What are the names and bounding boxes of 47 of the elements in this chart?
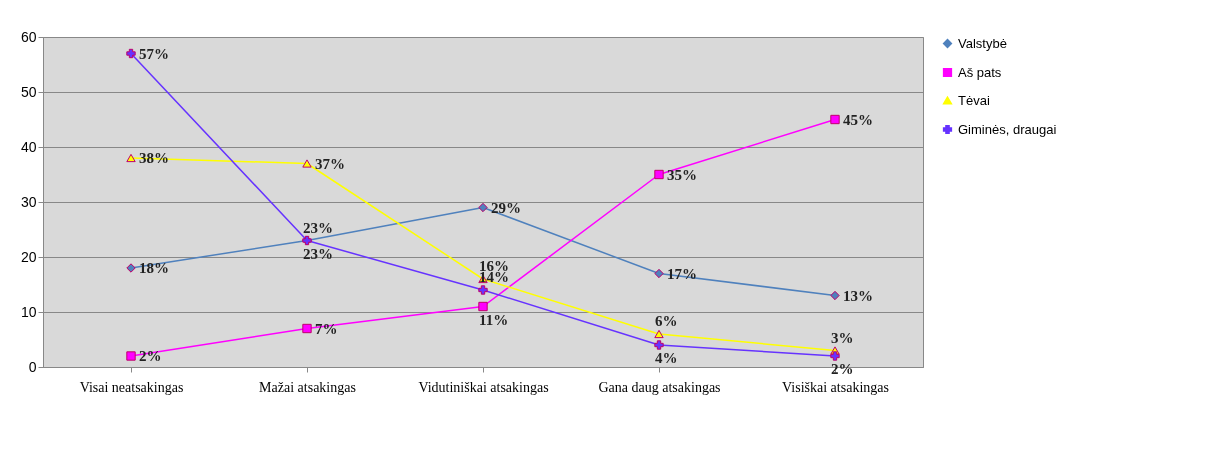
x-tick-label: Gana daug atsakingas	[598, 379, 721, 395]
point	[126, 48, 136, 59]
point	[478, 285, 488, 295]
y-tick-label: 60	[20, 28, 37, 45]
point	[830, 351, 840, 361]
data-label: 3%	[831, 329, 854, 346]
data-label: 29%	[491, 199, 521, 216]
data-label: 13%	[843, 287, 873, 304]
legend-label: Giminės, draugai	[958, 121, 1057, 137]
point	[302, 159, 312, 168]
point	[126, 351, 136, 361]
y-tick-label: 20	[20, 248, 37, 265]
x-tick-label: Mažai atsakingas	[259, 379, 356, 395]
data-label: 37%	[315, 155, 345, 172]
legend-label: Tėvai	[958, 92, 990, 108]
data-label: 11%	[479, 311, 509, 328]
y-tick-label: 0	[28, 358, 37, 375]
point	[478, 301, 488, 312]
data-label: 16%	[479, 258, 509, 274]
data-label: 23%	[303, 219, 333, 236]
y-tick-label: 50	[20, 83, 37, 100]
point	[126, 153, 136, 163]
y-tick-label: 40	[20, 138, 37, 155]
data-label: 23%	[303, 245, 333, 262]
point	[478, 202, 488, 213]
y-tick-label: 30	[20, 193, 37, 210]
data-label: 18%	[139, 260, 169, 276]
x-tick-label: Vidutiniškai atsakingas	[418, 379, 549, 395]
data-label: 6%	[655, 313, 678, 329]
legend-label: Aš pats	[958, 64, 1002, 80]
point	[654, 268, 664, 279]
point	[302, 323, 312, 334]
point	[830, 290, 840, 301]
data-label: 4%	[655, 350, 678, 366]
point	[654, 340, 664, 350]
legend-label: Valstybė	[958, 35, 1007, 51]
y-tick-label: 10	[20, 303, 37, 320]
point	[126, 263, 136, 273]
data-label: 57%	[139, 45, 169, 62]
data-label: 2%	[831, 361, 854, 377]
point	[654, 169, 664, 180]
x-tick-label: Visai neatsakingas	[79, 379, 184, 395]
data-label: 35%	[667, 166, 697, 183]
point	[654, 329, 664, 339]
x-tick-label: Visiškai atsakingas	[782, 379, 889, 395]
point	[830, 114, 840, 125]
data-label: 45%	[843, 111, 873, 128]
